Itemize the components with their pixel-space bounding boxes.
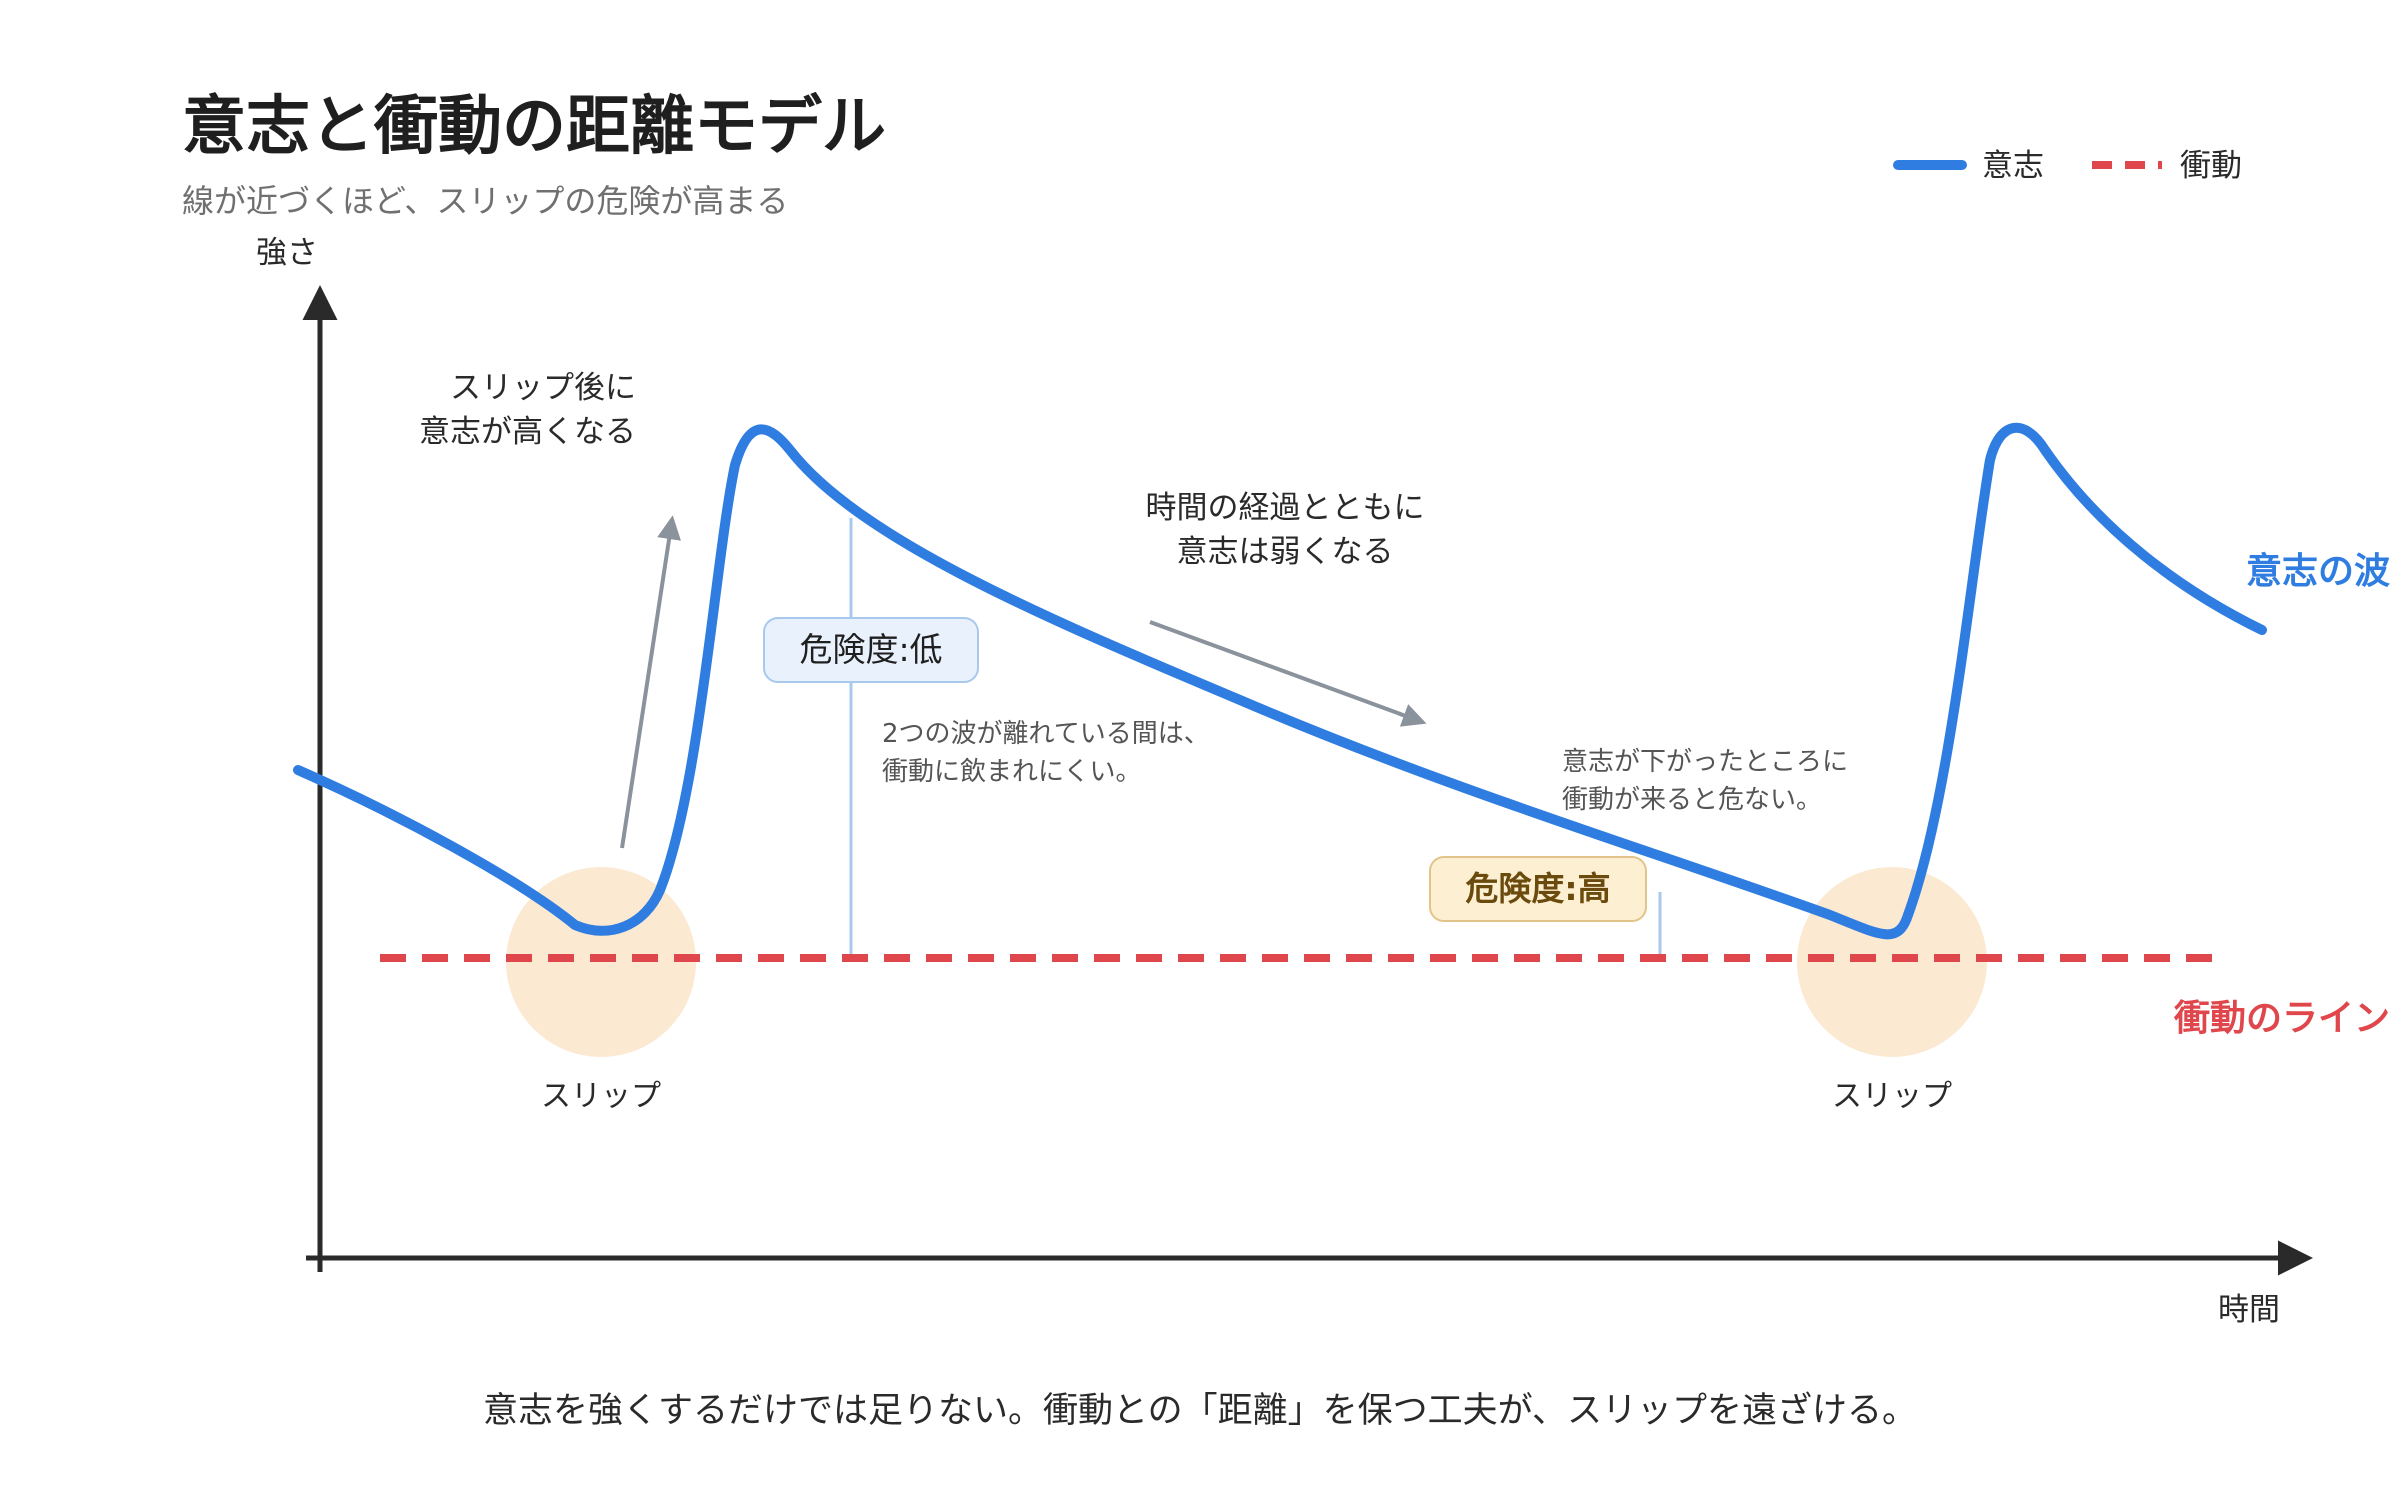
slip-label-second: スリップ <box>1832 1079 1952 1114</box>
y-axis-label: 強さ <box>256 235 318 271</box>
risk-badge-high: 危険度:高 <box>1429 856 1647 922</box>
rise-arrow <box>620 515 681 849</box>
decline-annotation-line1: 時間の経過とともに <box>1146 490 1425 526</box>
gap-note-line1: 2つの波が離れている間は、 <box>882 719 1210 749</box>
will-wave-label: 意志の波 <box>2246 551 2390 592</box>
rise-annotation-line1: スリップ後に <box>450 370 636 406</box>
danger-note-line1: 意志が下がったところに <box>1562 747 1848 777</box>
legend-impulse-label: 衝動 <box>2180 148 2242 184</box>
legend: 意志 衝動 <box>1893 148 2242 184</box>
page-title: 意志と衝動の距離モデル <box>182 90 886 164</box>
x-axis-label: 時間 <box>2218 1292 2280 1328</box>
risk-badge-low: 危険度:低 <box>763 617 979 683</box>
will-wave-curve <box>293 422 2267 940</box>
legend-will-label: 意志 <box>1982 148 2044 184</box>
decline-arrow <box>1149 620 1427 727</box>
gap-note-line2: 衝動に飲まれにくい。 <box>882 757 1141 787</box>
danger-note-line2: 衝動が来ると危ない。 <box>1562 785 1822 815</box>
rise-annotation-line2: 意志が高くなる <box>419 414 636 450</box>
footer-message: 意志を強くするだけでは足りない。衝動との「距離」を保つ工夫が、スリップを遠ざける… <box>483 1391 1917 1431</box>
risk-badge-low-label: 危険度:低 <box>799 630 942 669</box>
impulse-line-label: 衝動のライン <box>2173 998 2390 1039</box>
decline-annotation-line2: 意志は弱くなる <box>1177 534 1394 570</box>
page-subtitle: 線が近づくほど、スリップの危険が高まる <box>182 182 788 220</box>
slip-label-first: スリップ <box>541 1079 661 1114</box>
risk-badge-high-label: 危険度:高 <box>1465 869 1610 908</box>
